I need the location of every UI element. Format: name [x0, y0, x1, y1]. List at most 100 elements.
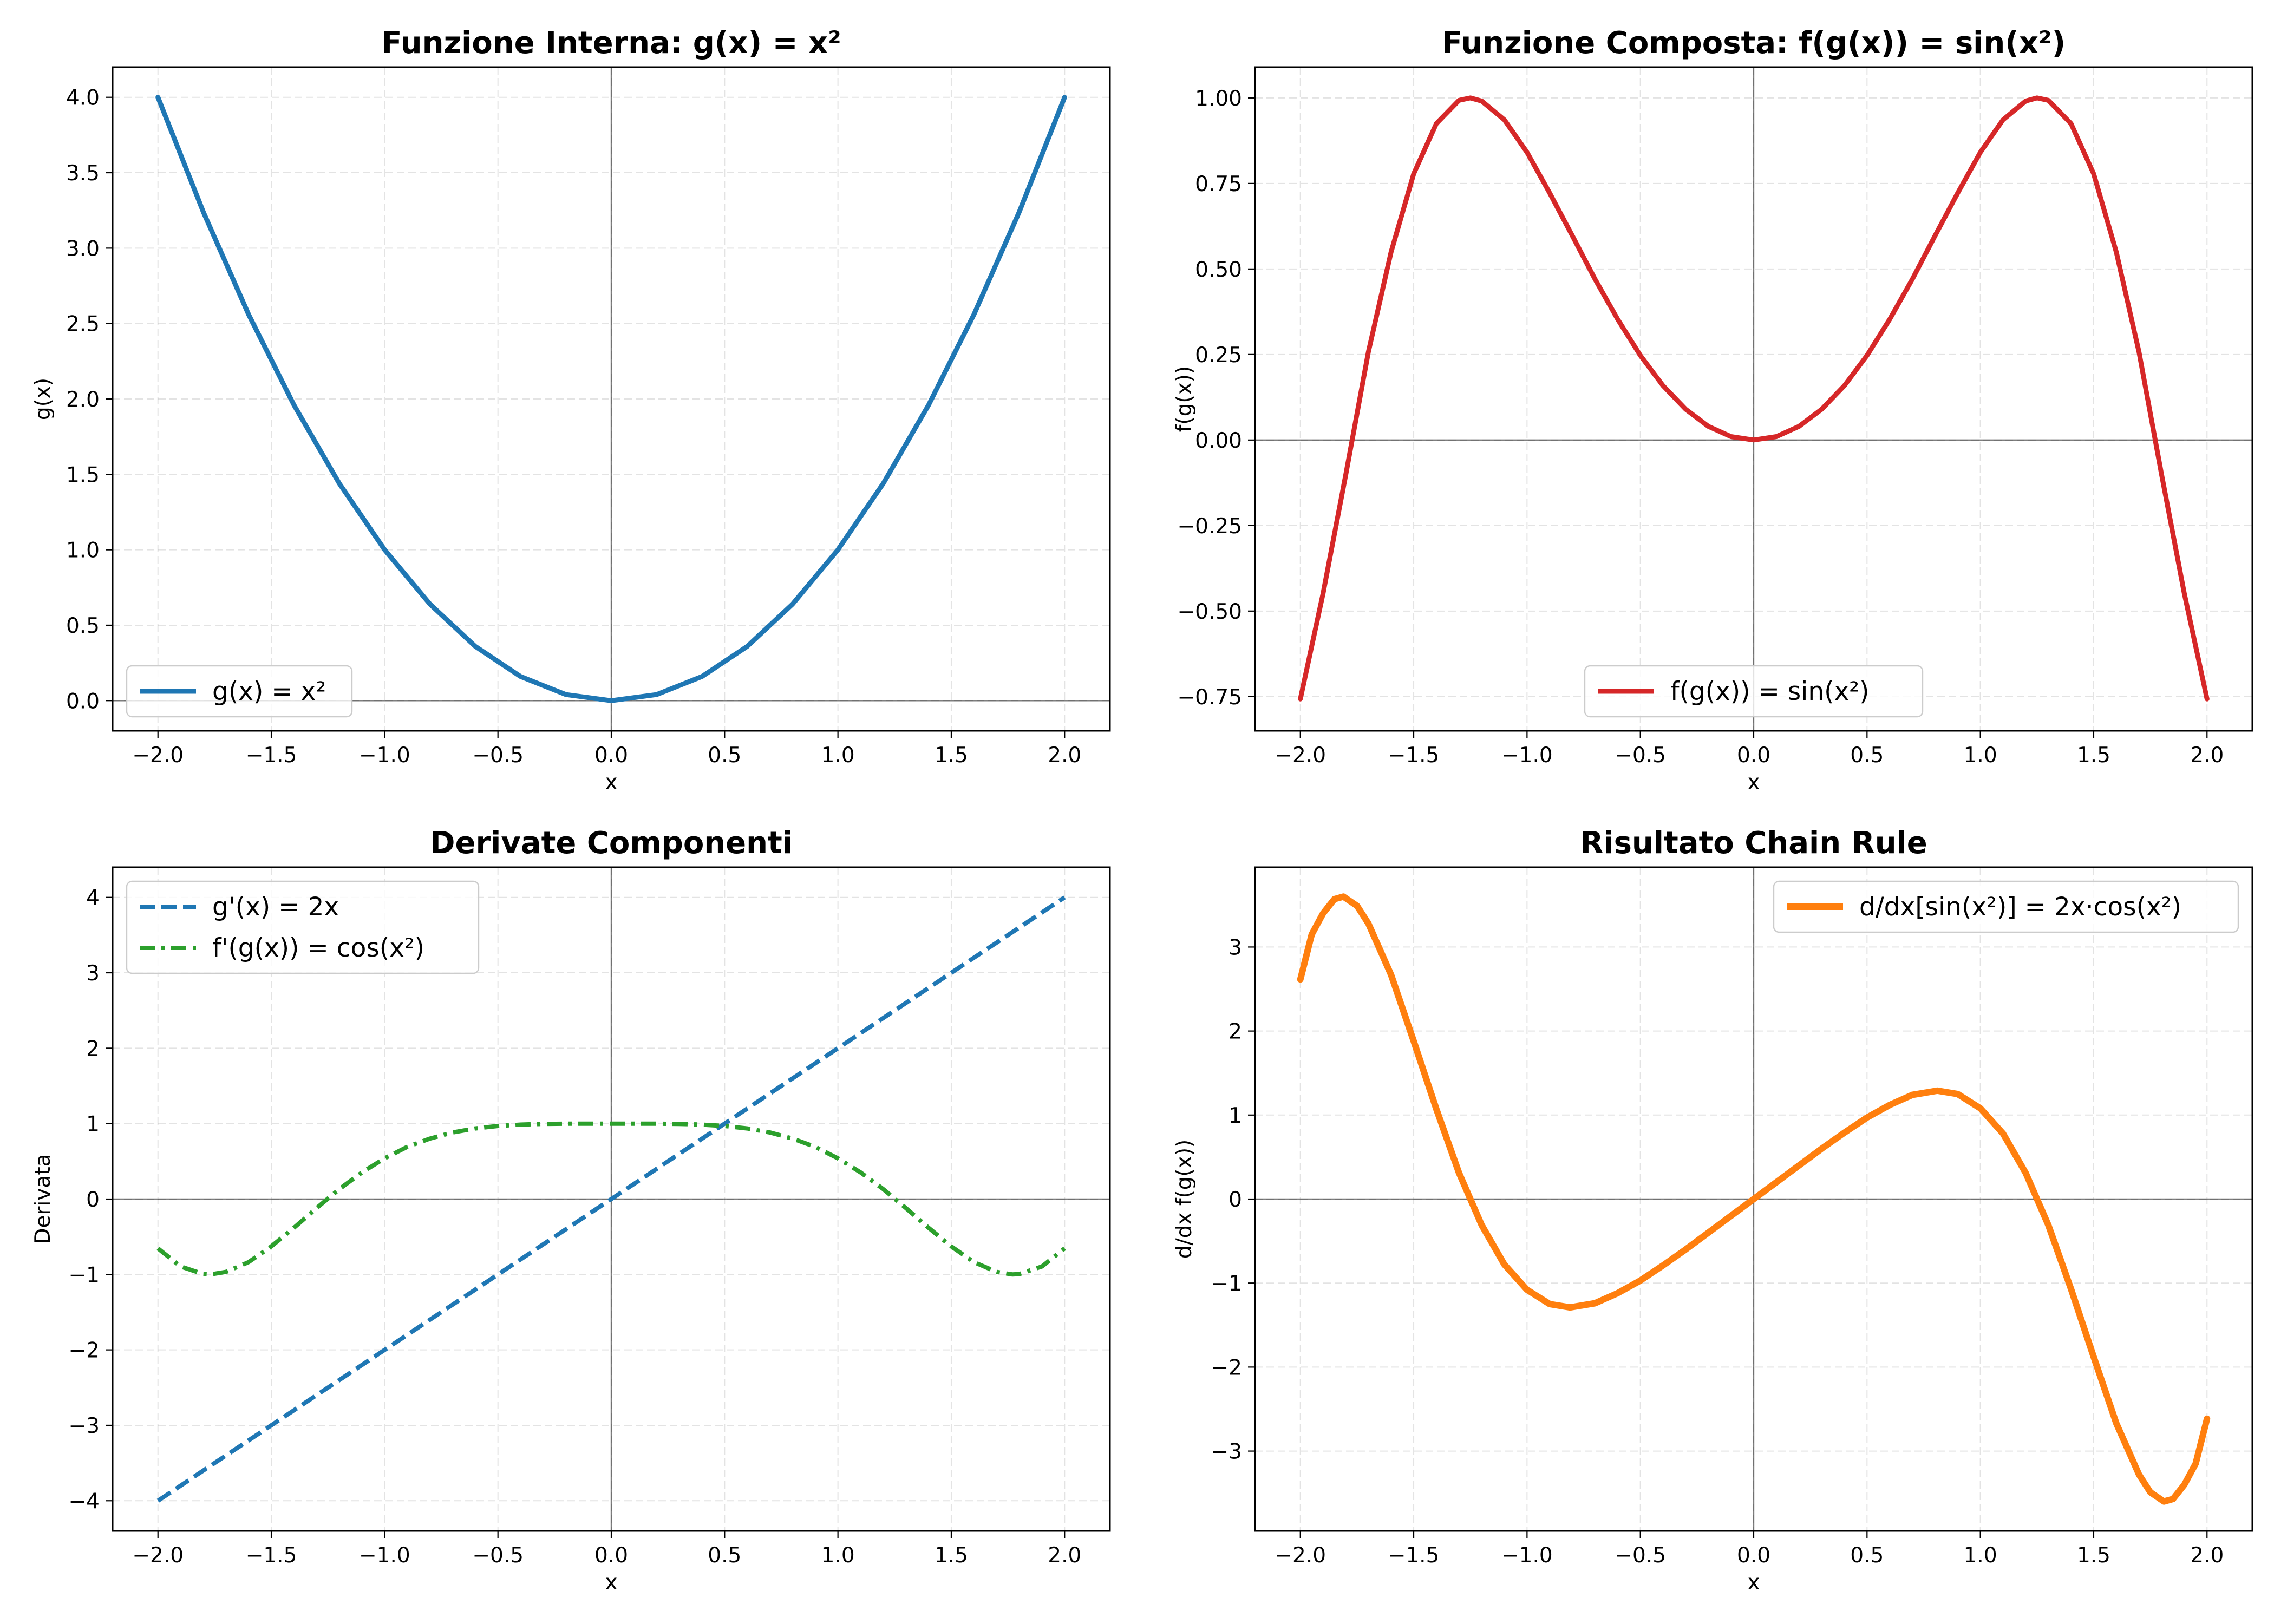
x-tick-label: −0.5: [472, 1543, 524, 1568]
x-tick-label: 1.0: [821, 1543, 855, 1568]
y-tick-label: 0.50: [1195, 258, 1242, 282]
legend-frame: [126, 880, 480, 974]
y-tick-label: 3: [1229, 935, 1242, 960]
x-tick-label: −0.5: [1615, 1543, 1666, 1568]
plot-frame: [1254, 66, 2253, 732]
chart-title: Funzione Composta: f(g(x)) = sin(x²): [1442, 25, 2066, 61]
y-tick-label: −1: [1211, 1272, 1243, 1296]
x-tick-label: 1.5: [2077, 1543, 2110, 1568]
x-tick-label: −2.0: [132, 743, 184, 768]
y-tick-label: −1: [69, 1263, 100, 1287]
legend-label-0: d/dx[sin(x²)] = 2x·cos(x²): [1859, 892, 2181, 922]
y-tick-label: 0: [1229, 1188, 1242, 1212]
x-tick-label: 1.0: [1964, 1543, 1997, 1568]
series-line-0: [1298, 95, 2210, 702]
y-tick-label: −0.50: [1177, 600, 1242, 624]
y-tick-label: 1.5: [66, 463, 100, 487]
y-tick-label: 3.0: [66, 237, 100, 261]
y-tick-label: 2.0: [66, 388, 100, 412]
y-tick-label: 2: [1229, 1020, 1242, 1044]
y-tick-label: 0.25: [1195, 343, 1242, 368]
x-tick-label: 0.0: [1737, 1543, 1770, 1568]
legend: g(x) = x²: [126, 665, 353, 718]
x-tick-label: −1.0: [359, 743, 410, 768]
x-tick-label: 1.0: [821, 743, 855, 768]
y-tick-label: −0.75: [1177, 685, 1242, 710]
x-tick-label: 0.5: [1850, 743, 1884, 768]
plot-frame: [112, 866, 1111, 1532]
y-tick-label: 3: [86, 961, 100, 986]
x-tick-label: 2.0: [1048, 743, 1081, 768]
x-tick-label: −1.5: [1388, 743, 1440, 768]
chart-panel-derivatives: Derivate Componenti −2.0 −1.5 −1.0 −0.5 0.0 0.…: [31, 826, 1111, 1595]
x-tick-label: −1.0: [359, 1543, 410, 1568]
x-tick-label: −1.0: [1501, 743, 1553, 768]
chart-title: Funzione Interna: g(x) = x²: [381, 25, 841, 61]
y-tick-label: −0.25: [1177, 514, 1242, 539]
x-tick-label: 0.5: [708, 743, 741, 768]
y-tick-label: 2: [86, 1037, 100, 1061]
x-tick-label: −1.5: [246, 743, 297, 768]
y-tick-label: 1.00: [1195, 87, 1242, 111]
y-tick-label: 0.5: [66, 614, 100, 638]
y-tick-label: −3: [69, 1414, 100, 1438]
x-tick-label: −1.5: [246, 1543, 297, 1568]
x-axis-label: x: [1747, 770, 1760, 795]
y-tick-label: 4: [86, 886, 100, 911]
x-tick-label: −0.5: [472, 743, 524, 768]
x-tick-label: −1.0: [1501, 1543, 1553, 1568]
y-tick-label: 1.0: [66, 539, 100, 563]
x-tick-label: 0.5: [1850, 1543, 1884, 1568]
x-axis-label: x: [605, 770, 617, 795]
x-tick-label: 0.0: [1737, 743, 1770, 768]
x-tick-label: 2.0: [1048, 1543, 1081, 1568]
plot-frame: [1254, 866, 2253, 1532]
chart-panel-g: Funzione Interna: g(x) = x² −2.0 −1.5 −1.0 −…: [31, 25, 1111, 795]
chart-panel-chain-rule: Risultato Chain Rule −2.0 −1.5 −1.0 −0.5 0.0 0…: [1172, 826, 2253, 1595]
y-tick-label: 1: [86, 1112, 100, 1137]
chart-title: Risultato Chain Rule: [1580, 826, 1927, 861]
y-tick-label: −4: [69, 1489, 100, 1514]
x-tick-label: 0.0: [594, 743, 628, 768]
x-axis-label: x: [605, 1570, 617, 1595]
series-line-0: [156, 895, 1066, 1503]
x-tick-label: 2.0: [2190, 1543, 2224, 1568]
chart-panel-f-of-g: Funzione Composta: f(g(x)) = sin(x²) −2.0…: [1172, 25, 2253, 795]
y-tick-label: 0: [86, 1188, 100, 1212]
x-tick-label: 1.5: [2077, 743, 2110, 768]
y-axis-label: d/dx f(g(x)): [1172, 1140, 1197, 1259]
y-tick-label: 0.00: [1195, 429, 1242, 453]
legend-label-0: g(x) = x²: [212, 677, 326, 706]
y-tick-label: −2: [69, 1339, 100, 1363]
x-tick-label: 1.0: [1964, 743, 1997, 768]
legend: f(g(x)) = sin(x²): [1584, 665, 1924, 718]
x-tick-label: −2.0: [132, 1543, 184, 1568]
series-line-0: [155, 95, 1067, 703]
legend: g'(x) = 2x f'(g(x)) = cos(x²): [126, 880, 480, 974]
legend-frame: [1773, 880, 2239, 933]
series-line-1: [156, 1121, 1066, 1277]
legend-frame: [126, 665, 353, 718]
plot-frame: [112, 66, 1111, 732]
y-axis-label: f(g(x)): [1172, 366, 1197, 432]
legend-label-1: f'(g(x)) = cos(x²): [212, 933, 424, 963]
legend-label-0: f(g(x)) = sin(x²): [1670, 677, 1869, 706]
y-axis-label: g(x): [31, 378, 55, 420]
x-tick-label: 1.5: [935, 743, 968, 768]
x-tick-label: −0.5: [1615, 743, 1666, 768]
x-tick-label: −2.0: [1275, 743, 1326, 768]
x-axis-label: x: [1747, 1570, 1760, 1595]
series-line-0: [1297, 893, 2211, 1505]
x-tick-label: −1.5: [1388, 1543, 1440, 1568]
y-tick-label: 2.5: [66, 312, 100, 337]
y-tick-label: 3.5: [66, 161, 100, 186]
y-axis-label: Derivata: [31, 1154, 55, 1244]
y-tick-label: 0.0: [66, 689, 100, 713]
x-tick-label: −2.0: [1275, 1543, 1326, 1568]
legend-frame: [1584, 665, 1924, 718]
x-tick-label: 0.0: [594, 1543, 628, 1568]
y-tick-label: −2: [1211, 1355, 1243, 1380]
x-tick-label: 0.5: [708, 1543, 741, 1568]
legend: d/dx[sin(x²)] = 2x·cos(x²): [1773, 880, 2239, 933]
